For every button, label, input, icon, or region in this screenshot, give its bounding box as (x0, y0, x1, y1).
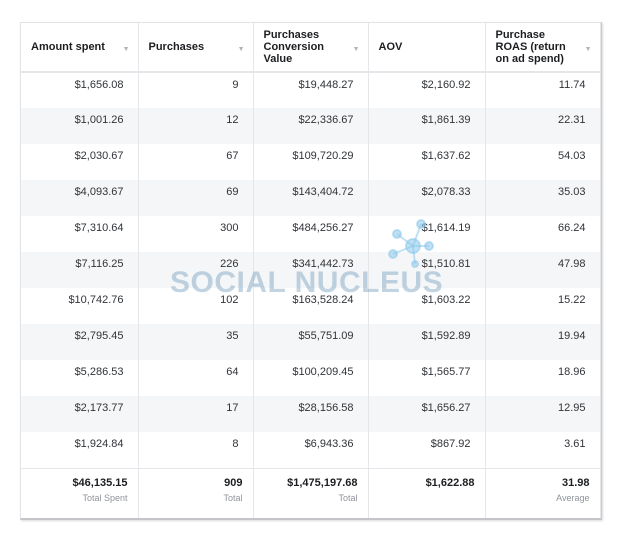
results-table-container: Amount spent ▼ Purchases ▼ Purchases Convers… (20, 22, 602, 520)
table-cell: 9 (138, 72, 254, 108)
table-row: $1,656.08 9 $19,448.27 $2,160.92 11.74 (21, 72, 601, 108)
table-cell: $2,795.45 (21, 324, 139, 360)
table-cell: $22,336.67 (253, 108, 369, 144)
table-cell: $1,861.39 (368, 108, 486, 144)
table-cell: 3.61 (485, 432, 601, 468)
table-cell: $484,256.27 (253, 216, 369, 252)
column-header[interactable]: Purchase ROAS (return on ad spend) ▼ (485, 23, 601, 73)
table-cell: 64 (138, 360, 254, 396)
table-cell: $1,656.08 (21, 72, 139, 108)
table-cell: $10,742.76 (21, 288, 139, 324)
table-cell: 19.94 (485, 324, 601, 360)
table-cell: $867.92 (368, 432, 486, 468)
table-cell: $2,078.33 (368, 180, 486, 216)
totals-row: $46,135.15 Total Spent 909 Total $1,475,197.… (21, 467, 601, 518)
sort-caret-icon[interactable]: ▼ (122, 46, 130, 53)
table-cell: 54.03 (485, 144, 601, 180)
table-cell: 11.74 (485, 72, 601, 108)
total-value: $1,475,197.68 (287, 476, 358, 489)
table-row: $4,093.67 69 $143,404.72 $2,078.33 35.03 (21, 180, 601, 216)
sort-caret-icon[interactable]: ▼ (352, 46, 360, 53)
table-cell: 66.24 (485, 216, 601, 252)
table-row: $2,795.45 35 $55,751.09 $1,592.89 19.94 (21, 324, 601, 360)
table-cell: $1,001.26 (21, 108, 139, 144)
table-cell: $2,173.77 (21, 396, 139, 432)
column-header-label: Purchases Conversion Value (263, 29, 325, 65)
table-cell: $109,720.29 (253, 144, 369, 180)
total-label: Total (338, 492, 358, 503)
table-cell: $55,751.09 (253, 324, 369, 360)
table-cell: $4,093.67 (21, 180, 139, 216)
table-cell: 47.98 (485, 252, 601, 288)
table-row: $10,742.76 102 $163,528.24 $1,603.22 15.22 (21, 288, 601, 324)
table-cell: 35.03 (485, 180, 601, 216)
table-cell: $1,510.81 (368, 252, 486, 288)
sort-caret-icon[interactable]: ▼ (584, 46, 592, 53)
table-cell: $2,160.92 (368, 72, 486, 108)
table-cell: $143,404.72 (253, 180, 369, 216)
column-header[interactable]: AOV (368, 23, 486, 73)
table-cell: 18.96 (485, 360, 601, 396)
total-cell: 909 Total (138, 467, 254, 518)
sort-caret-icon[interactable]: ▼ (237, 46, 245, 53)
table-row: $7,116.25 226 $341,442.73 $1,510.81 47.98 (21, 252, 601, 288)
table-cell: 12 (138, 108, 254, 144)
total-cell: $1,622.88 (368, 467, 486, 518)
table-cell: $7,116.25 (21, 252, 139, 288)
table-row: $2,030.67 67 $109,720.29 $1,637.62 54.03 (21, 144, 601, 180)
table-cell: $341,442.73 (253, 252, 369, 288)
table-cell: 226 (138, 252, 254, 288)
table-cell: $2,030.67 (21, 144, 139, 180)
column-header-label: AOV (378, 41, 403, 53)
table-cell: 69 (138, 180, 254, 216)
table-cell: $28,156.58 (253, 396, 369, 432)
column-header-label: Purchase ROAS (return on ad spend) (495, 29, 566, 65)
table-cell: $6,943.36 (253, 432, 369, 468)
table-cell: $1,656.27 (368, 396, 486, 432)
table-cell: $1,637.62 (368, 144, 486, 180)
column-header[interactable]: Amount spent ▼ (21, 23, 139, 73)
table-cell: $7,310.64 (21, 216, 139, 252)
table-cell: 102 (138, 288, 254, 324)
table-cell: $1,592.89 (368, 324, 486, 360)
table-cell: 67 (138, 144, 254, 180)
table-cell: $1,614.19 (368, 216, 486, 252)
total-label: Average (556, 492, 590, 503)
table-cell: 35 (138, 324, 254, 360)
table-cell: 15.22 (485, 288, 601, 324)
table-header-row: Amount spent ▼ Purchases ▼ Purchases Convers… (21, 23, 601, 73)
table-cell: 22.31 (485, 108, 601, 144)
total-cell: 31.98 Average (485, 467, 601, 518)
table-cell: $1,924.84 (21, 432, 139, 468)
total-label: Total Spent (82, 492, 128, 503)
table-cell: 300 (138, 216, 254, 252)
table-row: $7,310.64 300 $484,256.27 $1,614.19 66.24 (21, 216, 601, 252)
results-table: Amount spent ▼ Purchases ▼ Purchases Convers… (21, 23, 601, 518)
table-cell: $5,286.53 (21, 360, 139, 396)
total-value: $46,135.15 (72, 476, 128, 489)
table-cell: $100,209.45 (253, 360, 369, 396)
table-cell: $1,603.22 (368, 288, 486, 324)
column-header-label: Purchases (148, 41, 205, 53)
table-row: $1,001.26 12 $22,336.67 $1,861.39 22.31 (21, 108, 601, 144)
table-cell: $163,528.24 (253, 288, 369, 324)
table-cell: $1,565.77 (368, 360, 486, 396)
column-header-label: Amount spent (31, 41, 105, 53)
table-row: $5,286.53 64 $100,209.45 $1,565.77 18.96 (21, 360, 601, 396)
column-header[interactable]: Purchases ▼ (138, 23, 254, 73)
table-row: $1,924.84 8 $6,943.36 $867.92 3.61 (21, 432, 601, 468)
table-cell: $19,448.27 (253, 72, 369, 108)
total-label: Total (223, 492, 243, 503)
table-cell: 8 (138, 432, 254, 468)
total-cell: $46,135.15 Total Spent (21, 467, 139, 518)
total-value: $1,622.88 (425, 476, 475, 489)
total-value: 909 (224, 476, 243, 489)
column-header[interactable]: Purchases Conversion Value ▼ (253, 23, 369, 73)
table-row: $2,173.77 17 $28,156.58 $1,656.27 12.95 (21, 396, 601, 432)
total-cell: $1,475,197.68 Total (253, 467, 369, 518)
table-cell: 12.95 (485, 396, 601, 432)
total-value: 31.98 (561, 476, 590, 489)
table-cell: 17 (138, 396, 254, 432)
